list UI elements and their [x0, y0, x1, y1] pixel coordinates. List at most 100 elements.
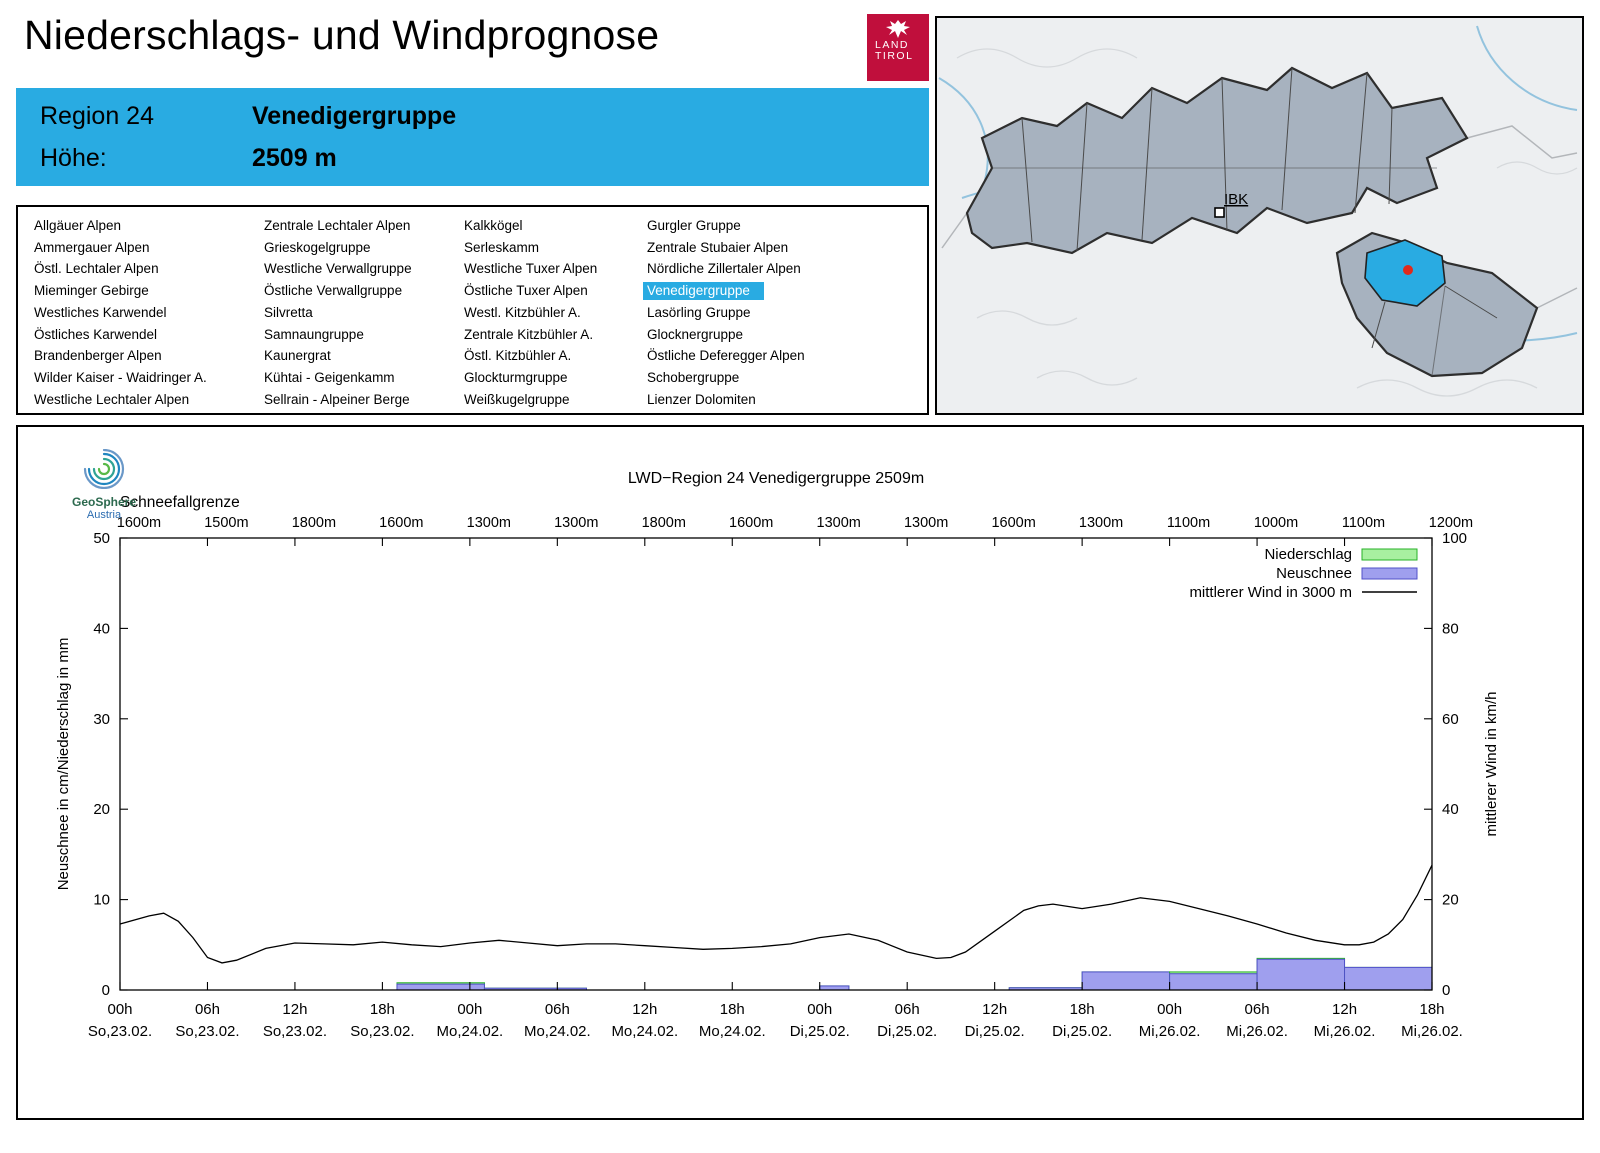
xtick-hour: 00h	[457, 1001, 482, 1018]
region-list-item[interactable]: Serleskamm	[464, 239, 540, 255]
xtick-hour: 12h	[1332, 1001, 1357, 1018]
neuschnee-bar	[1344, 966, 1433, 991]
region-list-item[interactable]: Lienzer Dolomiten	[647, 391, 756, 407]
region-list-column-1: Allgäuer Alpen Ammergauer Alpen Östl. Lech…	[34, 215, 264, 413]
region-list-item[interactable]: Ammergauer Alpen	[34, 239, 150, 255]
region-list-item[interactable]: Brandenberger Alpen	[34, 348, 162, 364]
xtick-date: Di,25.02.	[790, 1023, 850, 1040]
legend-swatch	[1361, 567, 1418, 580]
region-list-item[interactable]: Glockturmgruppe	[464, 369, 568, 385]
region-list-item[interactable]: Östliches Karwendel	[34, 326, 158, 342]
legend-label: mittlerer Wind in 3000 m	[1189, 584, 1352, 601]
xtick-date: So,23.02.	[263, 1023, 327, 1040]
region-list-item[interactable]: Westl. Kitzbühler A.	[464, 304, 581, 320]
region-name: Venedigergruppe	[252, 102, 457, 130]
selected-region-marker	[1403, 265, 1413, 275]
snowline-value: 1800m	[292, 515, 336, 531]
xtick-hour: 12h	[632, 1001, 657, 1018]
region-list-item[interactable]: Östl. Lechtaler Alpen	[34, 261, 159, 277]
region-list-item[interactable]: Östliche Deferegger Alpen	[647, 348, 805, 364]
altitude-value: 2509 m	[252, 144, 337, 172]
snowline-value: 1600m	[729, 515, 773, 531]
legend-swatch	[1361, 548, 1418, 561]
snowline-value: 1100m	[1342, 515, 1385, 531]
region-header: Region 24 Venedigergruppe Höhe: 2509 m	[16, 88, 929, 186]
region-list-item[interactable]: Silvretta	[264, 304, 313, 320]
region-list-item[interactable]: Mieminger Gebirge	[34, 283, 149, 299]
ytick-left: 20	[93, 801, 110, 818]
region-label: Region 24	[40, 102, 154, 130]
snowline-value: 1200m	[1429, 515, 1473, 531]
region-list-column-4: Gurgler Gruppe Zentrale Stubaier Alpen Nör…	[643, 215, 887, 413]
legend-label: Neuschnee	[1276, 565, 1352, 582]
region-list-item[interactable]: Gurgler Gruppe	[647, 218, 741, 233]
chart-canvas: LWD−Region 24 Venedigergruppe 2509m Schne…	[55, 470, 1500, 1040]
region-list-item[interactable]: Samnaungruppe	[264, 326, 364, 342]
snowline-value: 1300m	[554, 515, 598, 531]
xtick-date: So,23.02.	[175, 1023, 239, 1040]
snowline-value: 1300m	[467, 515, 511, 531]
tirol-map[interactable]: IBK	[935, 16, 1584, 415]
page-title: Niederschlags- und Windprognose	[24, 12, 660, 58]
region-list-item[interactable]: Westliche Lechtaler Alpen	[34, 391, 190, 407]
xtick-date: So,23.02.	[88, 1023, 152, 1040]
region-list-item[interactable]: Wilder Kaiser - Waidringer A.	[34, 369, 207, 385]
logo-line1: LAND	[875, 39, 910, 51]
geosphere-name: GeoSphere	[71, 495, 137, 509]
region-list-item[interactable]: Sellrain - Alpeiner Berge	[264, 391, 410, 407]
xtick-date: Mi,26.02.	[1401, 1023, 1463, 1040]
region-list-item[interactable]: Venedigergruppe	[643, 280, 887, 302]
region-list-item[interactable]: Westliche Verwallgruppe	[264, 261, 412, 277]
xtick-hour: 18h	[370, 1001, 395, 1018]
xtick-hour: 12h	[982, 1001, 1007, 1018]
snowline-label: Schneefallgrenze	[120, 494, 240, 511]
region-list-item[interactable]: Allgäuer Alpen	[34, 218, 122, 233]
xtick-hour: 00h	[1157, 1001, 1182, 1018]
region-list-item[interactable]: Östl. Kitzbühler A.	[464, 348, 572, 364]
region-list-item[interactable]: Lasörling Gruppe	[647, 304, 751, 320]
region-list-item[interactable]: Westliches Karwendel	[34, 304, 167, 320]
snowline-value: 1100m	[1167, 515, 1210, 531]
ylabel-right: mittlerer Wind in km/h	[1483, 691, 1500, 836]
region-list-item[interactable]: Östliche Verwallgruppe	[264, 283, 403, 299]
xtick-hour: 06h	[195, 1001, 220, 1018]
xtick-date: Mo,24.02.	[524, 1023, 591, 1040]
region-list-item[interactable]: Zentrale Stubaier Alpen	[647, 239, 789, 255]
ytick-right: 20	[1442, 892, 1459, 909]
region-list-item[interactable]: Schobergruppe	[647, 369, 740, 385]
region-list-column-3: Kalkkögel Serleskamm Westliche Tuxer Alpen…	[464, 215, 647, 413]
ytick-left: 40	[93, 620, 110, 637]
region-list-item[interactable]: Östliche Tuxer Alpen	[464, 283, 588, 299]
ytick-right: 0	[1442, 982, 1450, 999]
xtick-hour: 06h	[545, 1001, 570, 1018]
region-list-item[interactable]: Nördliche Zillertaler Alpen	[647, 261, 801, 277]
neuschnee-bar	[1081, 971, 1171, 991]
plot-frame	[119, 537, 1433, 991]
region-list-item[interactable]: Grieskogelgruppe	[264, 239, 371, 255]
wind-line	[119, 864, 1433, 964]
region-list-item[interactable]: Kalkkögel	[464, 218, 523, 233]
region-list-item[interactable]: Weißkugelgruppe	[464, 391, 570, 407]
snowline-value: 1000m	[1254, 515, 1298, 531]
region-list-item[interactable]: Kaunergrat	[264, 348, 331, 364]
xtick-date: Mi,26.02.	[1314, 1023, 1376, 1040]
region-list-column-2: Zentrale Lechtaler Alpen Grieskogelgruppe…	[264, 215, 464, 413]
xtick-date: Di,25.02.	[877, 1023, 937, 1040]
neighbour-borders	[941, 125, 1578, 309]
region-list-item[interactable]: Glocknergruppe	[647, 326, 744, 342]
xtick-hour: 18h	[720, 1001, 745, 1018]
region-list-item[interactable]: Kühtai - Geigenkamm	[264, 369, 395, 385]
ytick-left: 0	[102, 982, 110, 999]
xtick-hour: 00h	[807, 1001, 832, 1018]
region-list-item[interactable]: Westliche Tuxer Alpen	[464, 261, 598, 277]
xtick-hour: 18h	[1070, 1001, 1095, 1018]
xtick-date: Mi,26.02.	[1139, 1023, 1201, 1040]
region-list: Allgäuer Alpen Ammergauer Alpen Östl. Lech…	[16, 205, 929, 415]
map-region-north-tirol[interactable]	[965, 66, 1469, 255]
terrain-texture	[956, 48, 1578, 397]
region-list-item[interactable]: Zentrale Kitzbühler A.	[464, 326, 594, 342]
ytick-left: 10	[93, 892, 110, 909]
region-list-item[interactable]: Zentrale Lechtaler Alpen	[264, 218, 411, 233]
legend-label: Niederschlag	[1264, 546, 1352, 563]
tirol-eagle-icon	[886, 20, 910, 38]
